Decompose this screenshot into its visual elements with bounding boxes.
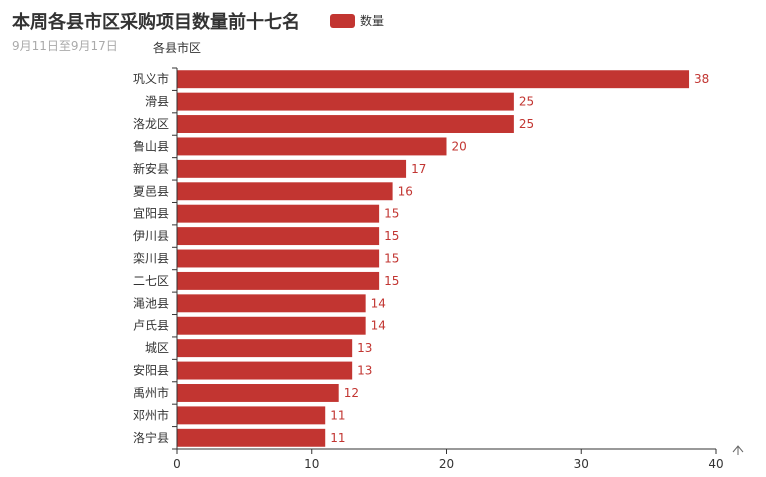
bar xyxy=(177,92,514,111)
y-tick-label: 宜阳县 xyxy=(133,206,169,221)
y-tick-label: 二七区 xyxy=(133,274,169,288)
y-tick-label: 邓州市 xyxy=(133,407,169,422)
y-axis-name: 各县市区 xyxy=(153,40,201,55)
x-tick-label: 30 xyxy=(574,457,589,471)
y-tick-label: 栾川县 xyxy=(133,251,169,266)
chart-title: 本周各县市区采购项目数量前十七名 xyxy=(12,12,300,33)
y-tick-label: 伊川县 xyxy=(133,229,169,243)
bar xyxy=(177,316,366,335)
bar xyxy=(177,361,353,380)
y-tick-label: 洛龙区 xyxy=(133,116,169,131)
bar xyxy=(177,70,690,89)
bar xyxy=(177,182,393,201)
bar xyxy=(177,406,326,425)
bar xyxy=(177,227,380,246)
y-tick-label: 滑县 xyxy=(145,95,169,109)
data-label: 38 xyxy=(694,72,709,86)
data-label: 14 xyxy=(371,319,386,333)
x-tick-label: 10 xyxy=(304,457,319,471)
data-label: 15 xyxy=(384,252,399,266)
chart-subtitle: 9月11日至9月17日 xyxy=(12,39,118,53)
legend-swatch xyxy=(330,13,355,28)
y-tick-label: 渑池县 xyxy=(133,296,169,310)
bar xyxy=(177,428,326,447)
bar xyxy=(177,115,514,133)
data-label: 20 xyxy=(452,139,467,153)
y-tick-label: 卢氏县 xyxy=(133,318,169,333)
y-tick-label: 安阳县 xyxy=(133,363,169,378)
y-tick-label: 洛宁县 xyxy=(133,430,169,445)
x-tick-label: 0 xyxy=(173,457,181,471)
data-label: 11 xyxy=(330,431,345,445)
legend-label: 数量 xyxy=(360,14,385,28)
y-tick-label: 鲁山县 xyxy=(133,139,169,153)
data-label: 15 xyxy=(384,207,399,221)
y-tick-label: 禹州市 xyxy=(133,385,169,400)
bar xyxy=(177,271,380,290)
up-arrow-icon[interactable] xyxy=(732,445,744,455)
data-label: 13 xyxy=(357,364,372,378)
data-label: 11 xyxy=(330,408,345,422)
data-label: 14 xyxy=(371,296,386,310)
bar xyxy=(177,384,339,402)
bar xyxy=(177,339,353,358)
data-label: 25 xyxy=(519,117,534,131)
data-label: 15 xyxy=(384,274,399,288)
bar xyxy=(177,249,380,268)
y-tick-label: 新安县 xyxy=(133,161,169,176)
bar xyxy=(177,159,407,178)
data-label: 16 xyxy=(398,184,413,198)
data-label: 17 xyxy=(411,162,426,176)
data-label: 12 xyxy=(344,386,359,400)
data-label: 25 xyxy=(519,95,534,109)
y-tick-label: 夏邑县 xyxy=(133,184,169,198)
y-tick-label: 城区 xyxy=(145,341,169,355)
data-label: 15 xyxy=(384,229,399,243)
bar xyxy=(177,204,380,223)
y-tick-label: 巩义市 xyxy=(133,71,169,86)
data-label: 13 xyxy=(357,341,372,355)
x-tick-label: 40 xyxy=(708,457,723,471)
bar xyxy=(177,294,366,313)
legend-item[interactable]: 数量 xyxy=(330,12,384,29)
x-tick-label: 20 xyxy=(439,457,454,471)
bar xyxy=(177,137,447,156)
